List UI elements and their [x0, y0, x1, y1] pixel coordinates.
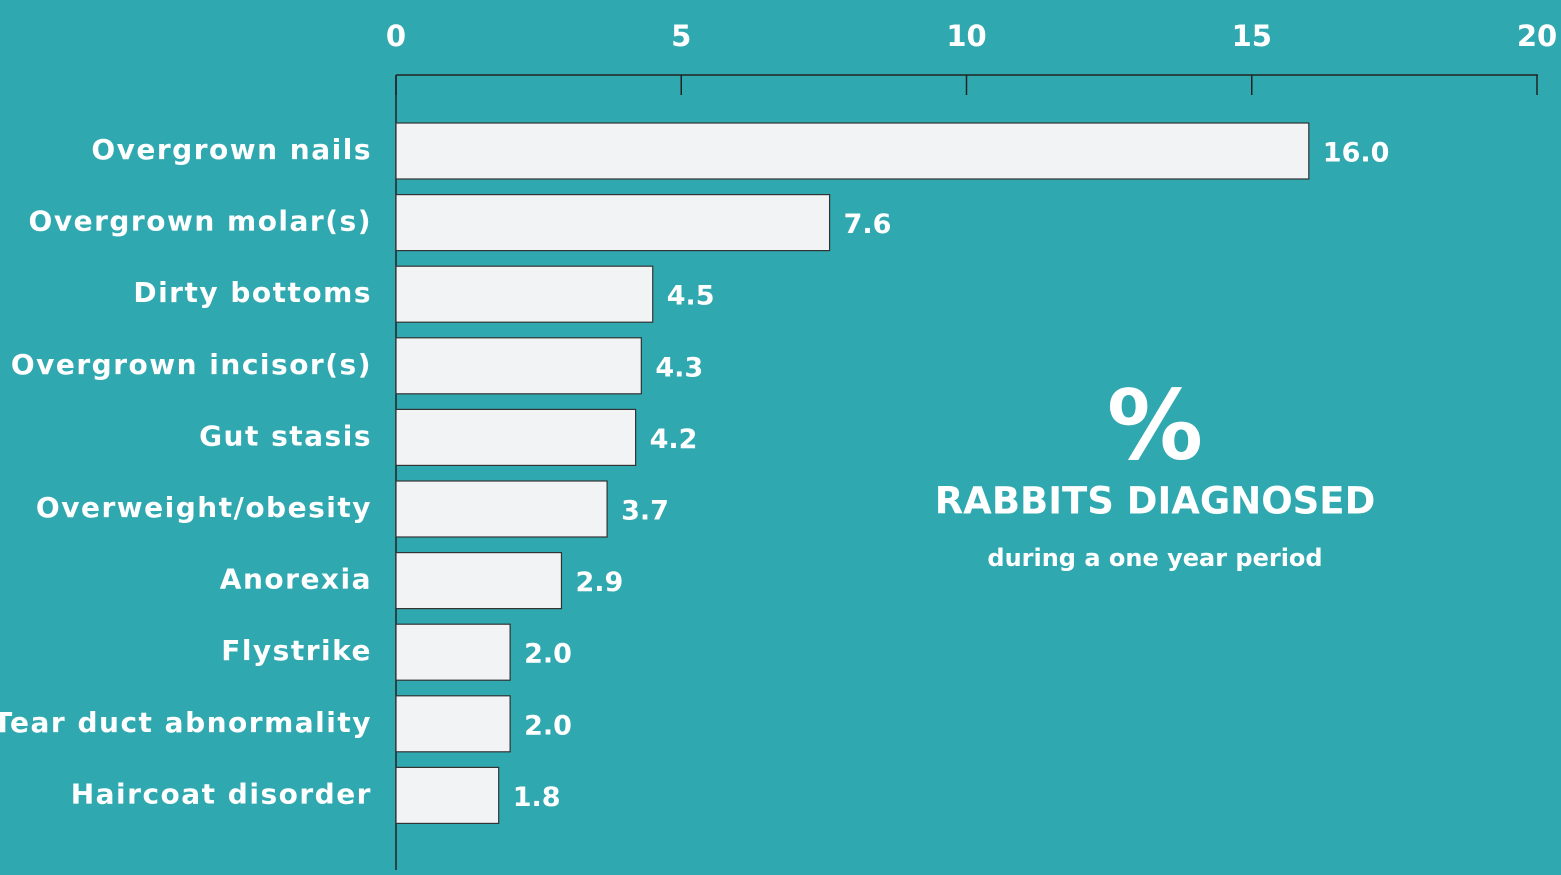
y-tick-label: Anorexia [220, 563, 372, 596]
y-tick-label: Overweight/obesity [36, 491, 372, 524]
bar [395, 265, 654, 323]
value-label: 4.5 [667, 281, 715, 312]
bar [395, 337, 642, 395]
annotation-title: RABBITS DIAGNOSED [935, 480, 1376, 523]
value-label: 2.9 [575, 567, 623, 598]
bar [395, 480, 608, 538]
y-tick-label: Overgrown molar(s) [29, 205, 372, 238]
x-tick-label: 10 [946, 19, 986, 53]
bar [395, 695, 511, 753]
y-tick-label: Overgrown nails [91, 133, 372, 166]
bar [395, 551, 563, 610]
value-label: 4.2 [650, 424, 698, 455]
y-tick-label: Haircoat disorder [71, 777, 372, 810]
bar [395, 623, 511, 681]
annotation-subtitle: during a one year period [987, 544, 1322, 572]
bar [395, 766, 500, 825]
value-label: 7.6 [844, 209, 892, 240]
value-label: 3.7 [621, 496, 669, 527]
x-tick-label: 0 [386, 19, 406, 53]
bar [395, 122, 1310, 180]
bar [395, 194, 831, 252]
x-tick-label: 15 [1232, 19, 1272, 53]
value-label: 2.0 [524, 710, 572, 741]
x-tick-label: 20 [1517, 19, 1557, 53]
y-tick-label: Dirty bottoms [133, 276, 372, 309]
value-label: 1.8 [513, 782, 561, 813]
x-tick-label: 5 [671, 19, 691, 53]
annotation-percent: % [1107, 369, 1203, 481]
value-label: 4.3 [655, 352, 703, 383]
y-tick-label: Gut stasis [199, 419, 372, 452]
y-tick-label: Flystrike [221, 634, 372, 667]
value-label: 2.0 [524, 639, 572, 670]
bar [395, 408, 637, 466]
y-tick-label: Tear duct abnormality [0, 706, 372, 739]
value-label: 16.0 [1323, 138, 1390, 169]
y-tick-label: Overgrown incisor(s) [11, 348, 372, 381]
